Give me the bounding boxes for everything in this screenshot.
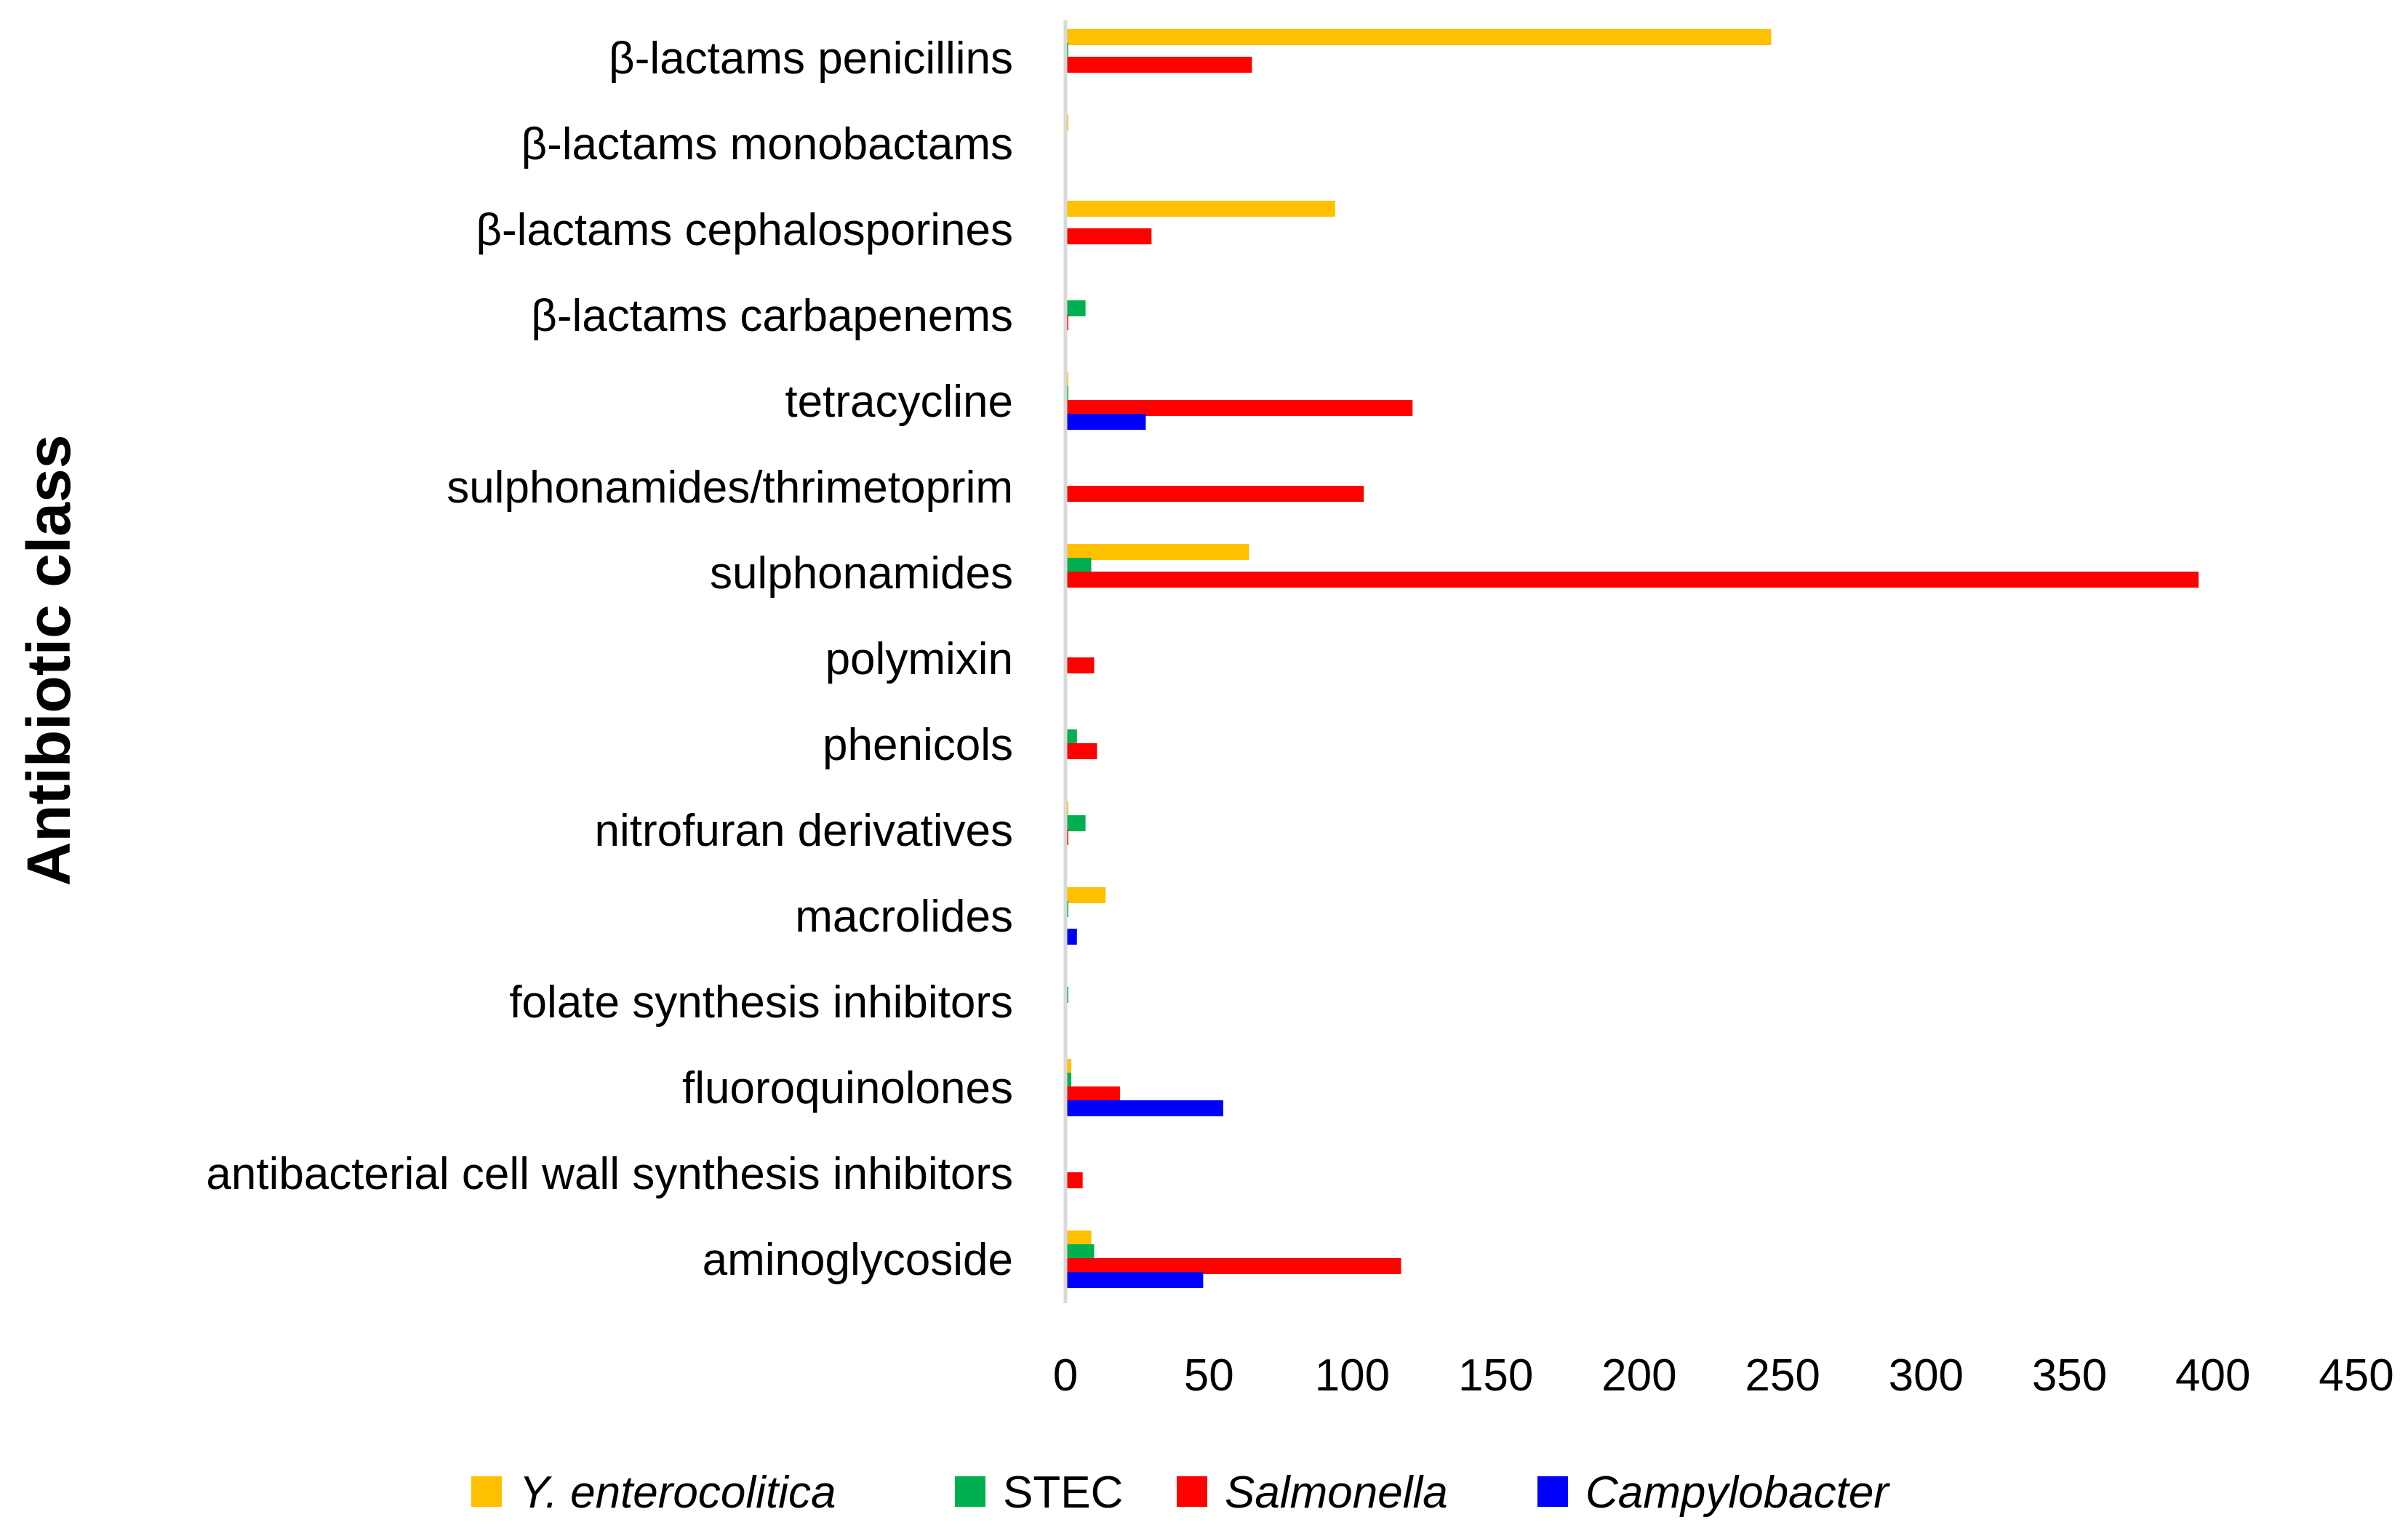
legend-swatch-campylobacter [1537,1476,1568,1507]
bar-stec [1065,1244,1095,1260]
legend-swatch-stec [955,1476,985,1507]
category-label: sulphonamides [710,548,1013,599]
bar-y-enterocolitica [1065,544,1249,560]
x-tick-label: 400 [2175,1350,2250,1401]
bar-stec [1065,815,1086,831]
bar-salmonella [1065,228,1152,244]
legend: Y. enterocolitica STEC Salmonella Campyloba… [471,1468,1890,1518]
bar-y-enterocolitica [1065,201,1335,217]
category-label: phenicols [823,720,1013,770]
bar-campylobacter [1065,414,1146,430]
category-label: fluoroquinolones [682,1063,1013,1113]
x-tick-labels: 0 50 100 150 200 250 300 350 400 450 [1053,1350,2394,1401]
bar-stec [1065,300,1086,316]
bar-salmonella [1065,1172,1083,1188]
bar-y-enterocolitica [1065,1230,1092,1246]
category-label: folate synthesis inhibitors [509,977,1013,1028]
bar-stec [1065,729,1077,745]
y-axis-title: Antibiotic class [15,435,83,886]
legend-label-stec: STEC [1003,1468,1123,1518]
bar-y-enterocolitica [1065,887,1106,903]
x-tick-label: 100 [1315,1350,1390,1401]
legend-label-y-enterocolitica: Y. enterocolitica [519,1468,836,1518]
bar-campylobacter [1065,1272,1204,1288]
bar-salmonella [1065,1086,1120,1102]
x-tick-label: 450 [2319,1350,2393,1401]
bar-salmonella [1065,743,1097,759]
x-tick-label: 50 [1184,1350,1234,1401]
legend-swatch-y-enterocolitica [471,1476,502,1507]
category-label: aminoglycoside [703,1235,1013,1285]
category-label: tetracycline [785,377,1013,427]
bar-stec [1065,1073,1071,1089]
category-label: β-lactams monobactams [521,119,1013,169]
x-tick-label: 250 [1745,1350,1820,1401]
x-tick-label: 300 [1889,1350,1964,1401]
x-tick-label: 200 [1601,1350,1676,1401]
bar-salmonella [1065,1258,1401,1274]
category-label: nitrofuran derivatives [595,806,1014,856]
category-labels: β-lactams penicillins β-lactams monobacta… [206,33,1013,1285]
x-tick-label: 150 [1458,1350,1533,1401]
category-label: β-lactams penicillins [609,33,1013,84]
bar-stec [1065,558,1092,574]
bar-salmonella [1065,400,1413,416]
bar-y-enterocolitica [1065,29,1772,45]
category-label: macrolides [795,892,1013,942]
bar-campylobacter [1065,1100,1223,1116]
legend-swatch-salmonella [1177,1476,1207,1507]
category-label: sulphonamides/thrimetoprim [447,463,1013,513]
legend-label-campylobacter: Campylobacter [1585,1468,1890,1518]
bar-salmonella [1065,657,1095,673]
category-label: antibacterial cell wall synthesis inhibi… [206,1149,1013,1199]
category-label: β-lactams cephalosporines [476,205,1013,255]
bar-salmonella [1065,57,1252,73]
bar-campylobacter [1065,929,1077,945]
category-label: polymixin [825,634,1013,684]
bars-layer [1065,29,2199,1288]
bar-salmonella [1065,486,1364,502]
bar-salmonella [1065,572,2199,588]
bar-y-enterocolitica [1065,1059,1071,1075]
x-tick-label: 0 [1053,1350,1078,1401]
x-tick-label: 350 [2032,1350,2107,1401]
legend-label-salmonella: Salmonella [1225,1468,1448,1518]
category-label: β-lactams carbapenems [531,291,1013,341]
